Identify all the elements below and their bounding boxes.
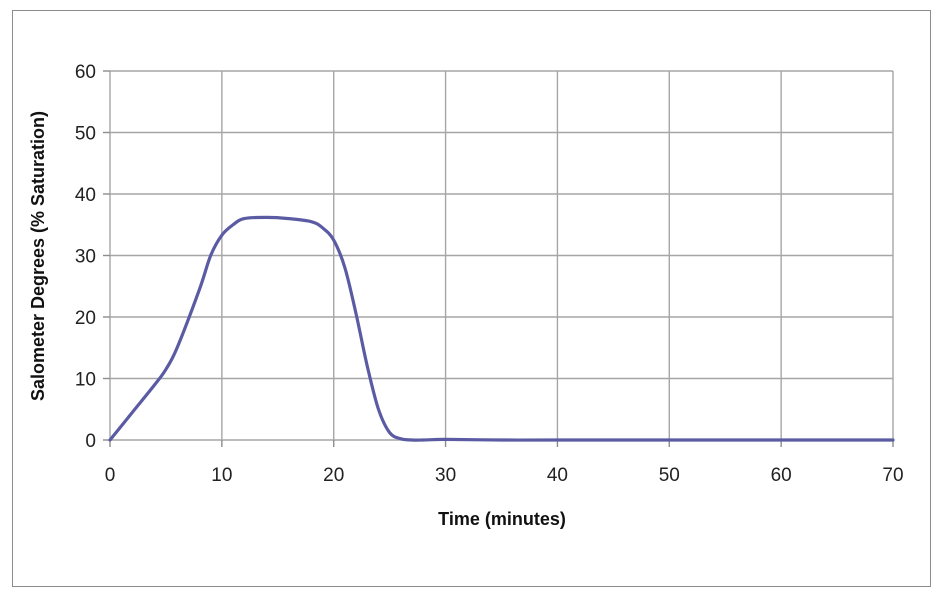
chart-frame xyxy=(12,10,931,587)
x-axis-title: Time (minutes) xyxy=(438,509,566,529)
y-tick-label: 50 xyxy=(75,124,96,145)
gridlines xyxy=(103,70,894,447)
y-axis-title: Salometer Degrees (% Saturation) xyxy=(28,111,48,401)
tick-labels: 0 10 20 30 40 50 60 0 10 20 30 40 50 60 70 xyxy=(75,62,904,486)
x-tick-label: 40 xyxy=(547,465,568,486)
y-tick-label: 20 xyxy=(75,308,96,329)
x-tick-label: 60 xyxy=(771,465,792,486)
series-layer xyxy=(108,215,895,442)
y-tick-label: 10 xyxy=(75,370,96,391)
y-tick-label: 40 xyxy=(75,185,96,206)
x-tick-label: 20 xyxy=(323,465,344,486)
x-tick-label: 0 xyxy=(105,465,116,486)
y-tick-label: 60 xyxy=(75,62,96,83)
x-tick-label: 50 xyxy=(659,465,680,486)
x-tick-label: 30 xyxy=(435,465,456,486)
x-tick-label: 70 xyxy=(882,465,903,486)
x-tick-label: 10 xyxy=(211,465,232,486)
y-tick-label: 30 xyxy=(75,247,96,268)
series-line xyxy=(108,215,895,442)
y-tick-label: 0 xyxy=(85,431,96,452)
